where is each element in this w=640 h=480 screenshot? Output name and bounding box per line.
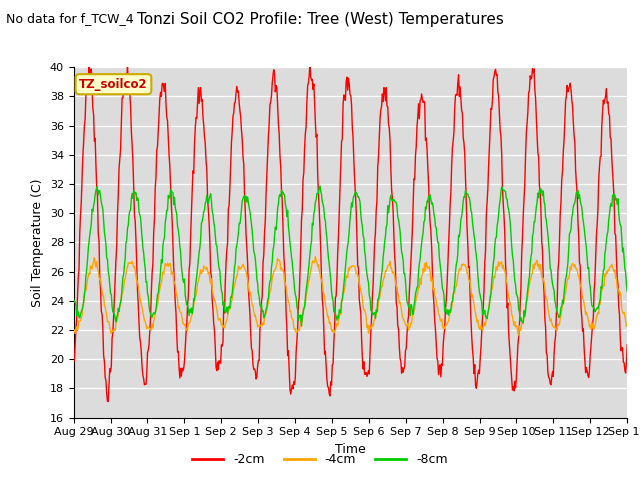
Text: TZ_soilco2: TZ_soilco2 — [79, 78, 148, 91]
Y-axis label: Soil Temperature (C): Soil Temperature (C) — [31, 178, 44, 307]
Text: Tonzi Soil CO2 Profile: Tree (West) Temperatures: Tonzi Soil CO2 Profile: Tree (West) Temp… — [136, 12, 504, 27]
Legend: -2cm, -4cm, -8cm: -2cm, -4cm, -8cm — [187, 448, 453, 471]
Text: No data for f_TCW_4: No data for f_TCW_4 — [6, 12, 134, 25]
X-axis label: Time: Time — [335, 443, 366, 456]
